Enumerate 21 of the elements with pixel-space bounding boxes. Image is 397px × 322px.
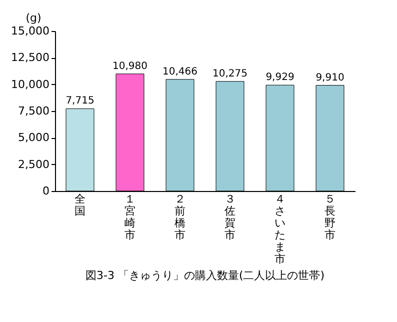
data-label: 10,275 xyxy=(212,68,248,80)
x-tick-label: ５長野市 xyxy=(324,192,336,242)
data-label: 9,910 xyxy=(316,72,344,84)
data-label: 9,929 xyxy=(266,72,294,84)
x-tick-label: ３佐賀市 xyxy=(224,192,236,242)
y-tick-label: 7,500 xyxy=(18,104,50,118)
text: 図3-3 「きゅうり」の購入数量(二人以上の世帯) xyxy=(85,269,325,282)
x-tick-label: ４さいたま市 xyxy=(274,192,286,266)
y-tick-label: 0 xyxy=(42,184,50,198)
y-tick-label: 2,500 xyxy=(18,158,50,171)
x-tick-label: ２前橋市 xyxy=(174,192,186,242)
x-tick-label: １宮崎市 xyxy=(124,192,136,242)
y-tick-label: 10,000 xyxy=(11,78,50,91)
y-tick-label: 5,000 xyxy=(18,131,50,144)
y-tick-label: 15,000 xyxy=(11,24,50,38)
y-tick-label: 12,500 xyxy=(11,51,50,64)
data-label: 10,466 xyxy=(162,66,198,78)
y-axis-title: (g) xyxy=(26,12,42,24)
data-label: 10,980 xyxy=(112,60,148,72)
data-label: 7,715 xyxy=(66,96,94,107)
x-tick-label: 全国 xyxy=(74,192,86,218)
